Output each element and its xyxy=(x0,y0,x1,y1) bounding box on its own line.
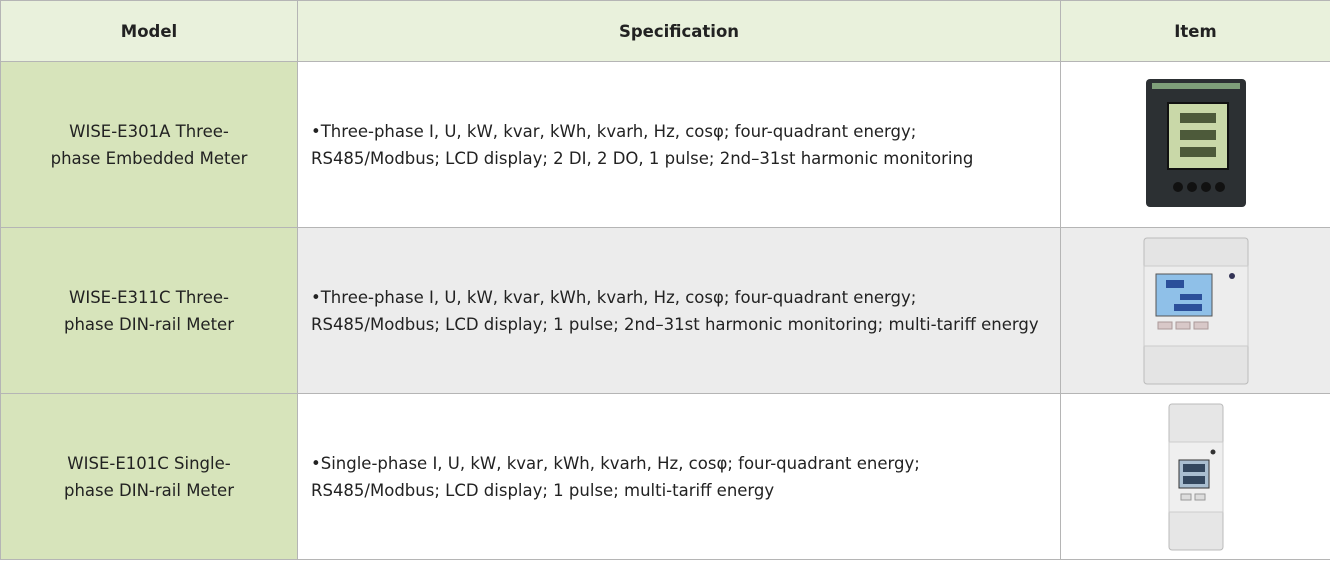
page: Meter table {"table": { "header": ["Mode… xyxy=(0,0,1330,568)
item-cell xyxy=(1061,394,1330,560)
table-row: WISE-E301A Three-phase Embedded Meter•Th… xyxy=(1,62,1330,228)
spec-cell: •Three-phase I, U, kW, kvar, kWh, kvarh,… xyxy=(298,228,1061,394)
spec-cell: •Three-phase I, U, kW, kvar, kWh, kvarh,… xyxy=(298,62,1061,228)
item-cell xyxy=(1061,228,1330,394)
header-cell: Item xyxy=(1061,1,1330,62)
header-cell: Model xyxy=(1,1,298,62)
meter-image xyxy=(1161,402,1231,552)
spec-table: ModelSpecificationItem WISE-E301A Three-… xyxy=(0,0,1330,560)
body: ModelSpecificationItem WISE-E301A Three-… xyxy=(0,0,1330,568)
model-cell: WISE-E311C Three-phase DIN-rail Meter xyxy=(1,228,298,394)
table-row: WISE-E101C Single-phase DIN-rail Meter•S… xyxy=(1,394,1330,560)
meter-image xyxy=(1136,236,1256,386)
item-cell xyxy=(1061,62,1330,228)
spec-cell: •Single-phase I, U, kW, kvar, kWh, kvarh… xyxy=(298,394,1061,560)
model-cell: WISE-E301A Three-phase Embedded Meter xyxy=(1,62,298,228)
table-body: WISE-E301A Three-phase Embedded Meter•Th… xyxy=(1,62,1330,560)
model-cell: WISE-E101C Single-phase DIN-rail Meter xyxy=(1,394,298,560)
table-row: WISE-E311C Three-phase DIN-rail Meter•Th… xyxy=(1,228,1330,394)
meter-image xyxy=(1140,75,1252,215)
header-cell: Specification xyxy=(298,1,1061,62)
